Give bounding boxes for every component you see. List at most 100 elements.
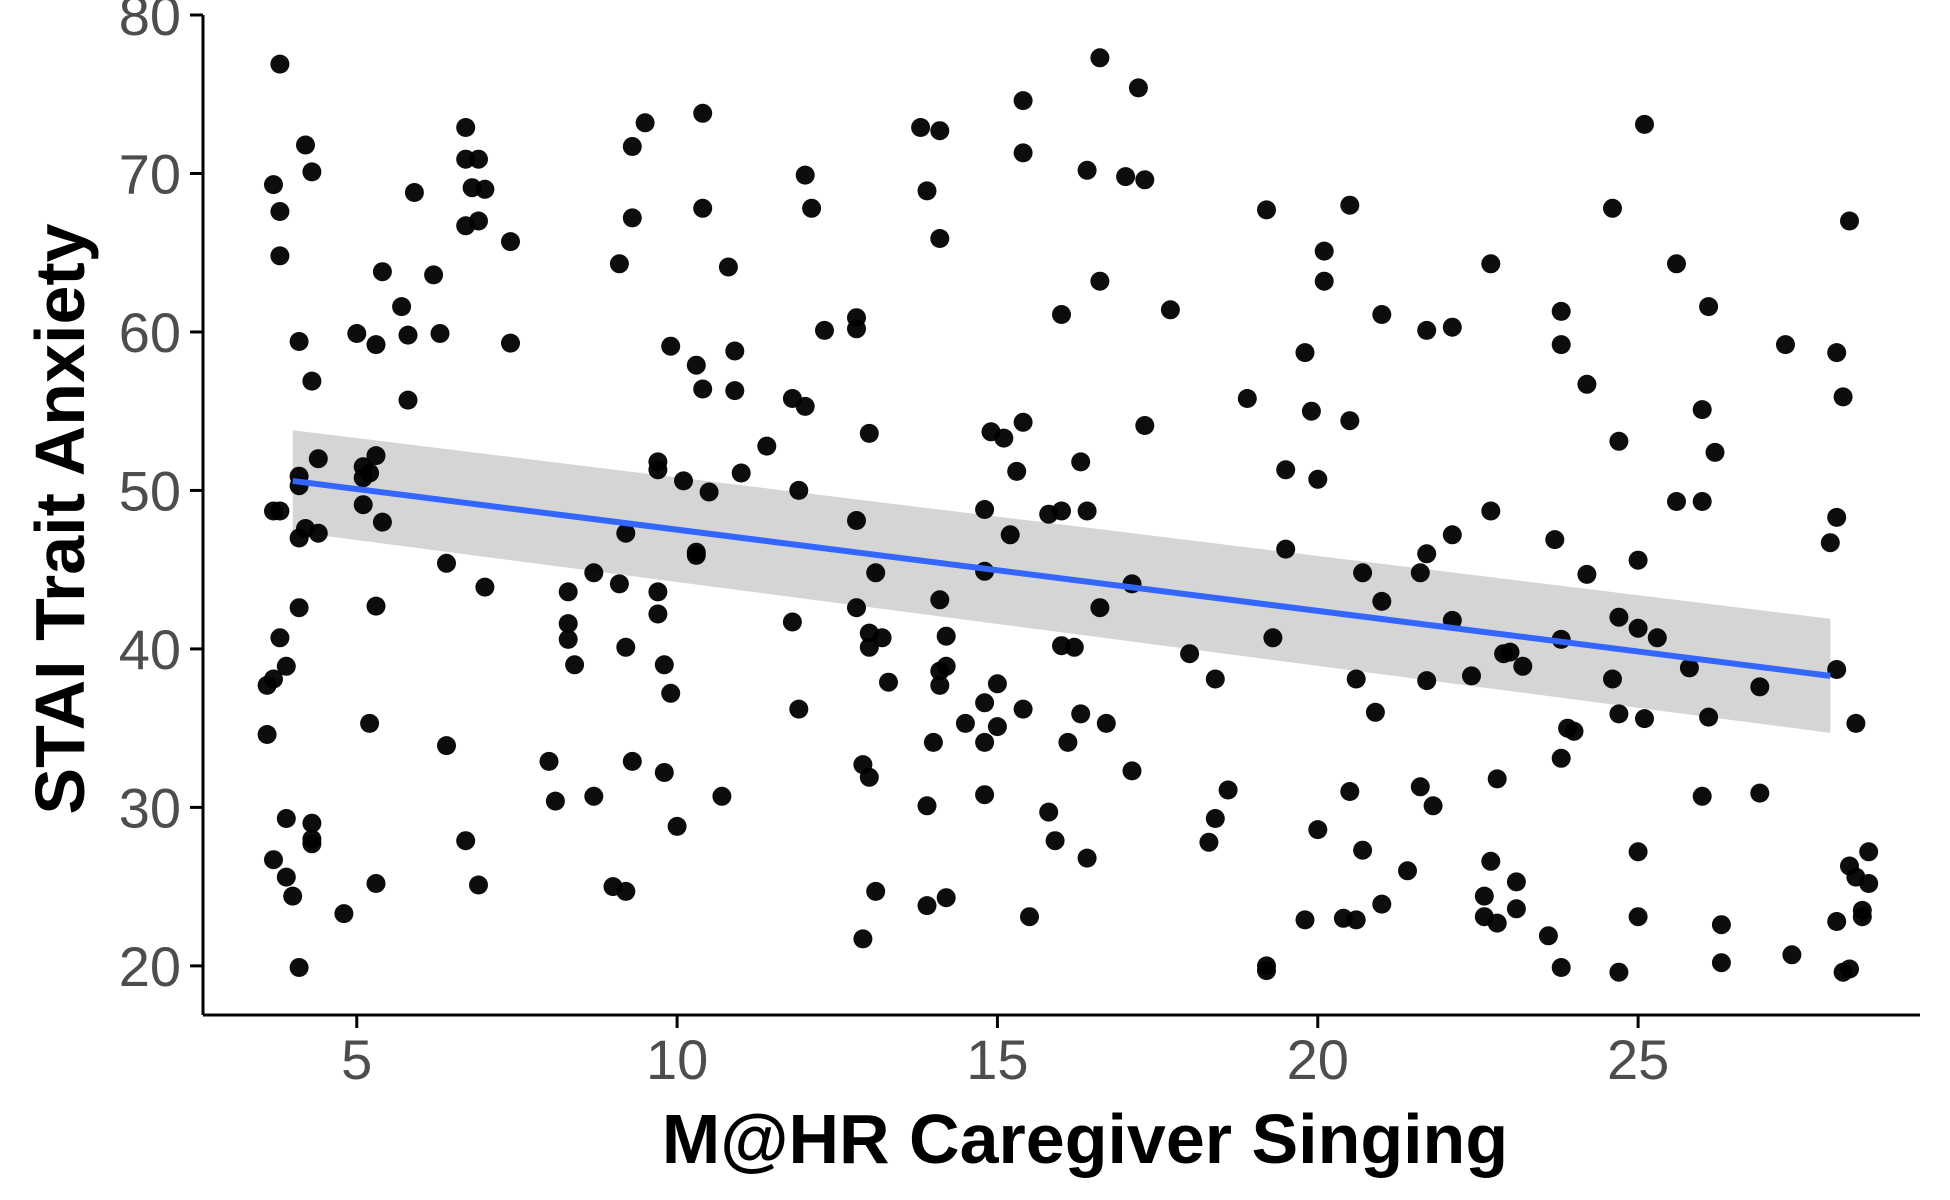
data-point — [366, 596, 386, 616]
data-point — [1340, 195, 1360, 215]
data-point — [1417, 671, 1437, 691]
data-point — [475, 577, 495, 597]
data-point — [1314, 241, 1334, 261]
data-point — [686, 355, 706, 375]
data-point — [308, 523, 328, 543]
data-point — [289, 332, 309, 351]
data-point — [693, 103, 713, 123]
data-point — [558, 629, 578, 649]
data-point — [302, 162, 322, 182]
data-point — [1237, 389, 1257, 408]
axes-layer — [201, 15, 1920, 1017]
data-point — [648, 582, 668, 602]
confidence-band-layer — [292, 430, 1831, 733]
y-axis-title: STAI Trait Anxiety — [21, 223, 99, 814]
data-point — [674, 471, 693, 491]
x-axis-title: M@HR Caregiver Singing — [662, 1100, 1508, 1178]
data-point — [545, 791, 565, 811]
data-point — [1007, 461, 1027, 481]
data-point — [366, 335, 386, 355]
data-point — [789, 699, 809, 719]
data-point — [1013, 143, 1033, 163]
data-point — [1039, 802, 1059, 822]
data-point — [757, 436, 777, 456]
data-point — [1827, 343, 1847, 363]
data-point — [635, 113, 655, 133]
data-point — [847, 511, 866, 530]
data-point — [1276, 460, 1296, 480]
data-point — [1122, 761, 1142, 781]
data-point — [1295, 910, 1315, 930]
data-point — [1276, 539, 1296, 559]
data-point — [699, 482, 719, 502]
data-point — [1827, 660, 1847, 679]
data-point — [404, 183, 424, 202]
data-point — [1628, 907, 1648, 927]
y-tick-label: 30 — [119, 776, 181, 839]
data-point — [1000, 525, 1020, 545]
data-point — [1064, 637, 1084, 657]
data-point — [1372, 305, 1392, 324]
data-point — [930, 590, 950, 610]
data-point — [1833, 387, 1853, 407]
data-point — [975, 693, 995, 713]
data-point — [1859, 874, 1879, 893]
data-point — [501, 333, 520, 353]
data-point — [302, 813, 322, 833]
data-point — [987, 674, 1007, 694]
data-point — [270, 246, 290, 266]
data-point — [1551, 958, 1571, 977]
data-point — [469, 149, 488, 169]
data-point — [917, 796, 937, 816]
confidence-band — [292, 430, 1831, 733]
data-point — [994, 428, 1014, 448]
data-point — [270, 501, 290, 521]
regression-line — [292, 477, 1831, 679]
data-point — [1090, 598, 1110, 618]
data-point — [1308, 820, 1328, 840]
data-point — [353, 495, 373, 515]
data-point — [975, 732, 995, 752]
data-point — [1852, 900, 1872, 920]
data-point — [1692, 400, 1712, 420]
data-point — [1423, 796, 1443, 816]
data-point — [1820, 533, 1840, 553]
data-point — [1398, 861, 1417, 881]
data-point — [923, 732, 943, 752]
data-point — [1699, 707, 1719, 727]
data-point — [802, 198, 822, 218]
fit-line-layer — [292, 477, 1831, 679]
data-point — [1603, 669, 1622, 689]
data-point — [1692, 492, 1712, 511]
data-point — [1372, 591, 1392, 611]
data-point — [815, 320, 834, 340]
data-point — [1410, 777, 1430, 797]
data-point — [1052, 305, 1071, 324]
data-point — [257, 725, 277, 744]
data-point — [866, 563, 886, 583]
data-point — [1353, 840, 1373, 860]
data-point — [1840, 211, 1859, 231]
data-point — [1846, 713, 1866, 733]
data-point — [1827, 912, 1847, 931]
data-point — [975, 500, 995, 519]
y-tick-label: 50 — [119, 459, 181, 522]
data-point — [1840, 959, 1859, 979]
data-point — [1116, 167, 1136, 187]
data-point — [334, 904, 354, 924]
data-point — [718, 257, 738, 277]
data-point — [1205, 809, 1225, 828]
data-point — [1551, 301, 1571, 321]
x-axis-ticks: 5 10 15 20 25 — [341, 1015, 1669, 1091]
data-point — [1628, 618, 1648, 638]
data-point — [667, 816, 687, 836]
data-point — [1603, 198, 1622, 218]
data-point — [296, 135, 315, 155]
data-point — [276, 656, 296, 676]
data-point — [1257, 200, 1276, 220]
data-point — [648, 604, 668, 624]
data-point — [859, 423, 879, 443]
data-point — [1827, 507, 1847, 527]
data-point — [693, 198, 713, 218]
data-point — [847, 319, 866, 339]
